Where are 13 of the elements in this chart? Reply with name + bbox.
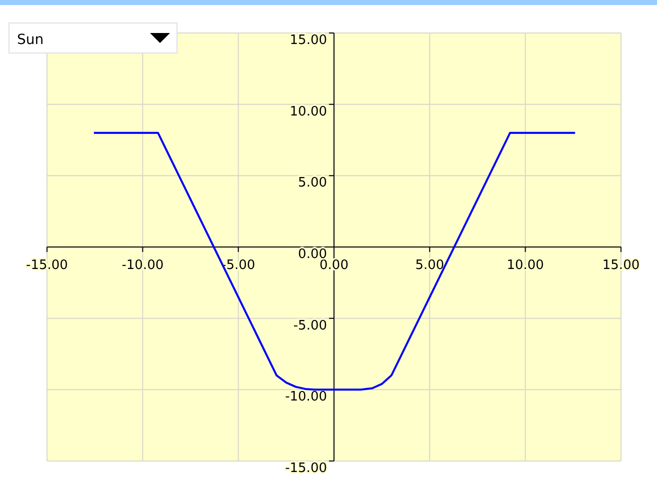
y-tick-label: 10.00 [290,104,327,120]
x-tick-label: 5.00 [415,258,444,273]
dropdown-field: Sun [8,22,178,54]
y-tick-label: -15.00 [285,461,327,476]
x-tick-label: 15.00 [602,258,640,273]
y-tick-label: -5.00 [293,318,327,334]
x-tick-label: -5.00 [222,258,256,273]
y-tick-label: 15.00 [290,33,327,48]
x-tick-label: 10.00 [506,258,544,273]
y-tick-label: -10.00 [285,390,327,405]
x-tick-label: -10.00 [122,258,164,273]
x-tick-label: -15.00 [26,258,68,273]
y-tick-label: 5.00 [298,176,327,191]
